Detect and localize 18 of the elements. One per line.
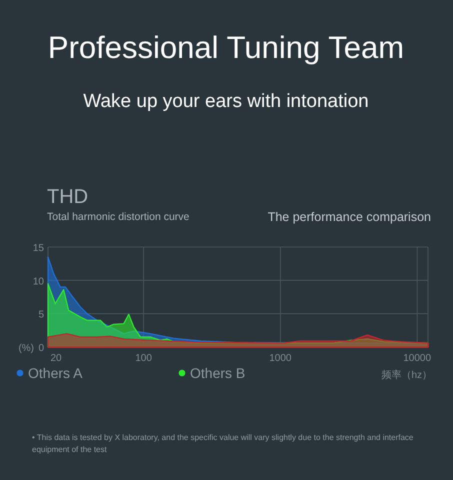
y-tick-label: 15: [32, 243, 44, 254]
x-tick-label: 1000: [269, 353, 292, 364]
legend-label: Others B: [190, 365, 246, 381]
text: THD: [47, 186, 88, 208]
x-tick-label: 20: [50, 353, 62, 364]
text: • This data is tested by X laboratory, and the specific value will vary slightly due to the strength and interface equipment of the test: [32, 432, 414, 456]
x-axis-title: 频率（hz）: [381, 369, 432, 381]
y-tick-label: 10: [32, 276, 44, 288]
chart-title: Professional Tuning Team: [48, 30, 404, 65]
y-tick-label: 5: [38, 310, 44, 321]
x-tick-label: 10000: [403, 353, 432, 364]
text: Total harmonic distortion curve: [47, 211, 190, 223]
y-tick-label: 0: [38, 343, 44, 354]
text: The performance comparison: [268, 210, 432, 224]
chart-subtitle: Wake up your ears with intonation: [83, 91, 369, 112]
x-tick-label: 100: [135, 353, 152, 364]
legend-label: Others A: [28, 365, 84, 381]
y-axis-title: (%): [18, 343, 34, 354]
